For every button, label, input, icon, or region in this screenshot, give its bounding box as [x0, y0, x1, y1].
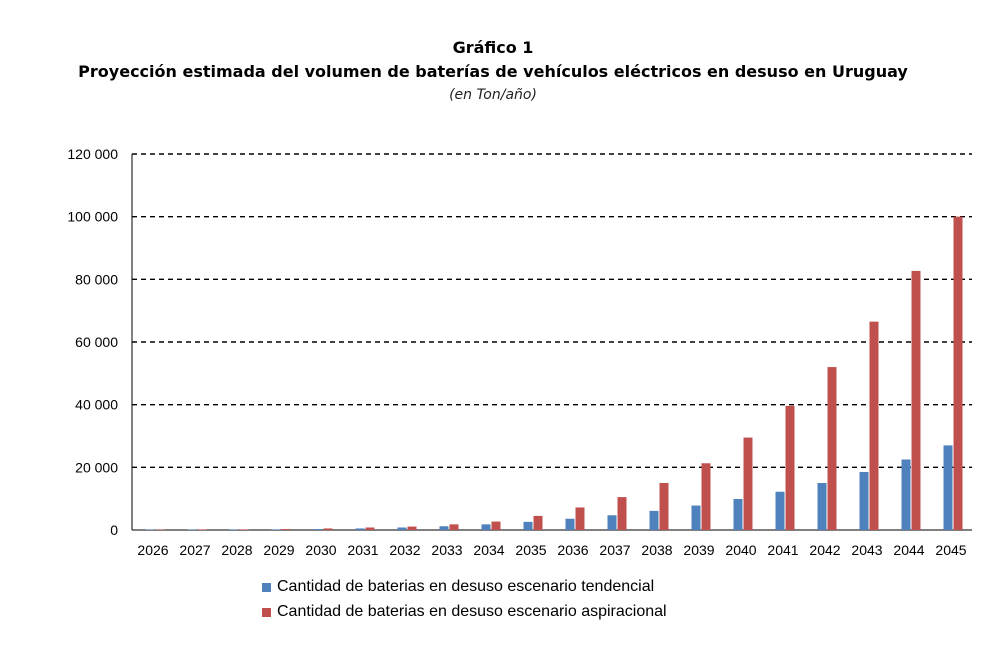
bar-aspiracional-2031 — [365, 527, 375, 530]
y-tick-label: 40 000 — [75, 397, 118, 413]
legend: Cantidad de baterias en desuso escenario… — [262, 576, 667, 626]
bar-tendencial-2042 — [817, 483, 827, 530]
bar-tendencial-2037 — [607, 515, 617, 530]
bar-tendencial-2035 — [523, 521, 533, 530]
legend-swatch-aspiracional — [262, 607, 271, 617]
x-tick-label: 2037 — [599, 542, 630, 558]
bar-aspiracional-2035 — [533, 515, 543, 530]
x-tick-label: 2034 — [473, 542, 504, 558]
chart-title: Proyección estimada del volumen de bater… — [78, 62, 908, 81]
bar-aspiracional-2032 — [407, 526, 417, 530]
bar-tendencial-2031 — [355, 528, 365, 530]
x-tick-label: 2038 — [641, 542, 672, 558]
legend-item-tendencial: Cantidad de baterias en desuso escenario… — [262, 576, 667, 598]
bar-aspiracional-2036 — [575, 507, 585, 530]
bar-aspiracional-2028 — [239, 529, 249, 530]
x-tick-label: 2040 — [725, 542, 756, 558]
x-tick-label: 2042 — [809, 542, 840, 558]
y-tick-label: 100 000 — [67, 209, 118, 225]
x-tick-label: 2027 — [179, 542, 210, 558]
bar-aspiracional-2037 — [617, 497, 627, 530]
bar-tendencial-2034 — [481, 524, 491, 530]
x-tick-label: 2028 — [221, 542, 252, 558]
figure-label: Gráfico 1 — [452, 38, 534, 57]
legend-label-tendencial: Cantidad de baterias en desuso escenario… — [277, 578, 655, 595]
bar-aspiracional-2045 — [953, 216, 963, 530]
bar-aspiracional-2040 — [743, 437, 753, 530]
bar-tendencial-2039 — [691, 505, 701, 530]
x-tick-label: 2043 — [851, 542, 882, 558]
legend-item-aspiracional: Cantidad de baterias en desuso escenario… — [262, 601, 667, 623]
bar-tendencial-2027 — [187, 529, 197, 530]
bar-aspiracional-2044 — [911, 270, 921, 530]
x-tick-label: 2030 — [305, 542, 336, 558]
bar-aspiracional-2039 — [701, 463, 711, 530]
x-tick-label: 2035 — [515, 542, 546, 558]
y-tick-label: 0 — [110, 522, 118, 538]
x-tick-label: 2032 — [389, 542, 420, 558]
bar-aspiracional-2029 — [281, 529, 291, 530]
legend-label-aspiracional: Cantidad de baterias en desuso escenario… — [277, 603, 667, 620]
x-tick-label: 2039 — [683, 542, 714, 558]
chart-titles: Gráfico 1 Proyección estimada del volume… — [0, 36, 986, 106]
bar-aspiracional-2038 — [659, 483, 669, 530]
x-tick-label: 2026 — [137, 542, 168, 558]
bar-aspiracional-2026 — [155, 529, 165, 530]
bar-tendencial-2028 — [229, 529, 239, 530]
bar-aspiracional-2033 — [449, 524, 459, 530]
x-tick-label: 2036 — [557, 542, 588, 558]
bar-tendencial-2041 — [775, 491, 785, 530]
x-tick-label: 2033 — [431, 542, 462, 558]
bar-tendencial-2029 — [271, 529, 281, 530]
bar-aspiracional-2030 — [323, 528, 333, 530]
bar-tendencial-2043 — [859, 472, 869, 530]
bar-tendencial-2036 — [565, 518, 575, 530]
x-tick-label: 2031 — [347, 542, 378, 558]
y-tick-label: 120 000 — [67, 146, 118, 162]
bar-aspiracional-2043 — [869, 321, 879, 530]
bar-aspiracional-2027 — [197, 529, 207, 530]
bar-tendencial-2026 — [145, 529, 155, 530]
x-tick-label: 2041 — [767, 542, 798, 558]
bar-tendencial-2040 — [733, 498, 743, 530]
y-tick-label: 80 000 — [75, 271, 118, 287]
bar-tendencial-2030 — [313, 529, 323, 530]
y-tick-label: 20 000 — [75, 459, 118, 475]
y-tick-label: 60 000 — [75, 334, 118, 350]
x-tick-label: 2045 — [935, 542, 966, 558]
bar-tendencial-2044 — [901, 459, 911, 530]
chart-subtitle: (en Ton/año) — [449, 87, 537, 103]
x-tick-label: 2044 — [893, 542, 924, 558]
bar-aspiracional-2034 — [491, 521, 501, 530]
bar-tendencial-2045 — [943, 445, 953, 530]
bar-aspiracional-2042 — [827, 367, 837, 530]
bar-tendencial-2033 — [439, 526, 449, 530]
bar-tendencial-2032 — [397, 527, 407, 530]
legend-swatch-tendencial — [262, 582, 271, 592]
x-tick-label: 2029 — [263, 542, 294, 558]
bar-tendencial-2038 — [649, 510, 659, 530]
bar-aspiracional-2041 — [785, 405, 795, 530]
